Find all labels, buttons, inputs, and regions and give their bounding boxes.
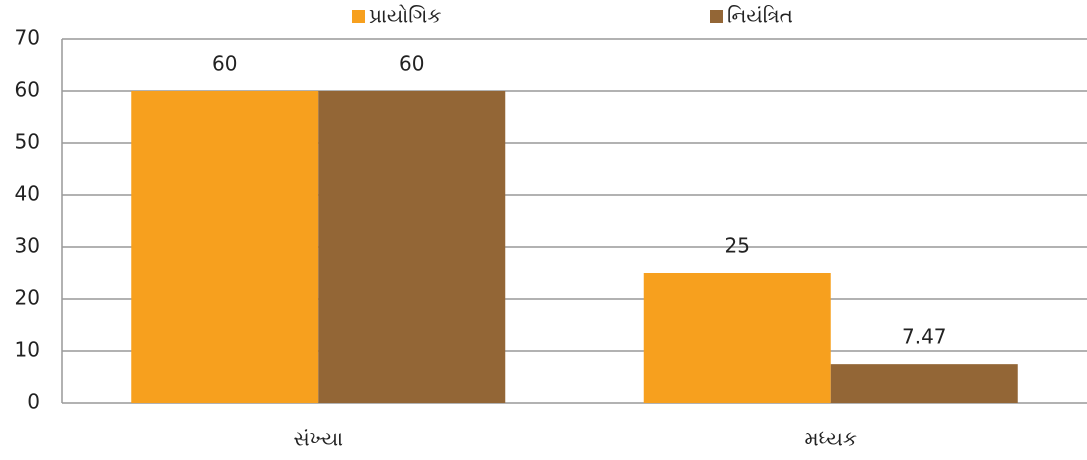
legend-swatch (710, 10, 723, 23)
bar (643, 273, 831, 403)
y-tick-label: 50 (15, 130, 40, 154)
legend-label: પ્રાયોગિક (369, 4, 442, 28)
legend-label: નિયંત્રિત (727, 4, 793, 28)
bar (318, 91, 506, 403)
data-label: 25 (725, 234, 750, 258)
data-label: 60 (399, 52, 424, 76)
y-tick-label: 60 (15, 78, 40, 102)
y-tick-label: 10 (15, 338, 40, 362)
bar (830, 364, 1018, 403)
y-tick-label: 30 (15, 234, 40, 258)
x-tick-label: મધ્યક (804, 427, 857, 451)
y-tick-label: 0 (27, 390, 40, 414)
data-label: 7.47 (902, 325, 947, 349)
bar (131, 91, 319, 403)
legend-swatch (352, 10, 365, 23)
data-label: 60 (212, 52, 237, 76)
x-tick-label: સંખ્યા (293, 427, 343, 451)
y-tick-label: 70 (15, 26, 40, 50)
y-tick-label: 20 (15, 286, 40, 310)
y-tick-label: 40 (15, 182, 40, 206)
